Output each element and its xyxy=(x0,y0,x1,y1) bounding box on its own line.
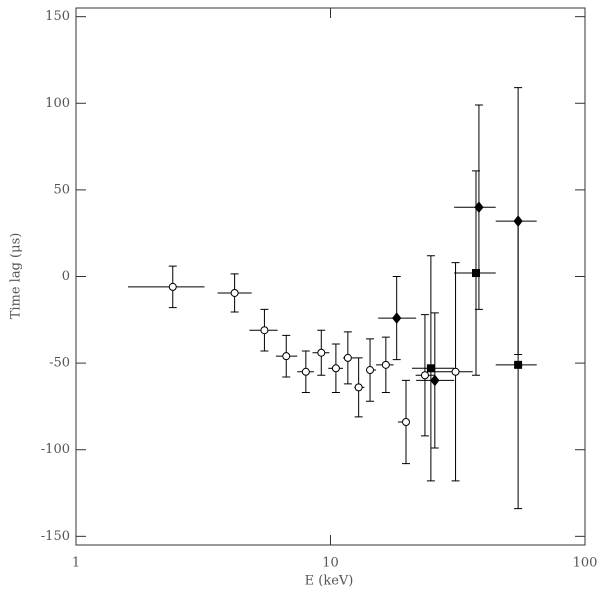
point xyxy=(430,374,440,387)
point xyxy=(402,418,411,427)
y-axis-label: Time lag (μs) xyxy=(9,233,24,320)
y-tick-label: 0 xyxy=(62,269,70,284)
point xyxy=(392,312,402,324)
y-tick-label: 150 xyxy=(45,9,70,24)
x-tick-label: 10 xyxy=(322,556,339,571)
point xyxy=(343,353,352,362)
point xyxy=(354,383,363,392)
y-tick-label: -150 xyxy=(41,529,70,544)
point xyxy=(514,360,523,369)
point xyxy=(366,366,375,375)
point xyxy=(420,371,429,380)
point xyxy=(301,367,310,376)
y-tick-label: 50 xyxy=(53,182,70,197)
y-tick-label: -100 xyxy=(41,442,70,457)
x-tick-label: 100 xyxy=(573,556,598,571)
point xyxy=(282,352,291,361)
point xyxy=(230,288,239,297)
plot-frame xyxy=(75,7,586,546)
point xyxy=(451,367,460,376)
y-tick-label: 100 xyxy=(45,96,70,111)
y-tick-label: -50 xyxy=(49,356,70,371)
point xyxy=(317,348,326,357)
point xyxy=(426,364,435,373)
x-axis-label: E (keV) xyxy=(305,574,354,589)
point xyxy=(331,364,340,373)
point xyxy=(168,282,177,291)
point xyxy=(381,360,390,369)
x-tick-label: 1 xyxy=(72,556,80,571)
point xyxy=(260,326,269,335)
point xyxy=(471,269,480,278)
